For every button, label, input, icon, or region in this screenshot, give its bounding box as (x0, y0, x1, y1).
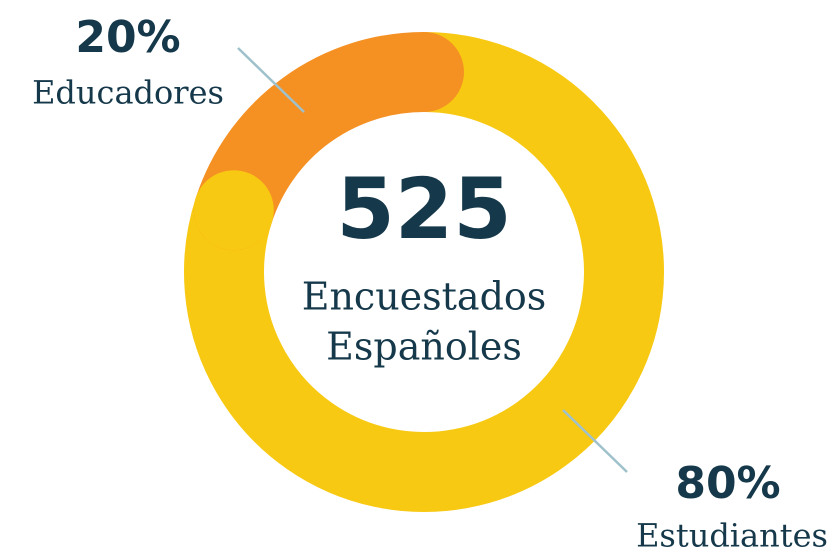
category-label: Educadores (32, 74, 224, 112)
center-label: Encuestados (302, 275, 547, 319)
arc-cap (193, 170, 274, 251)
donut-segment (184, 32, 664, 512)
category-label: Estudiantes (636, 517, 828, 555)
donut (184, 32, 664, 512)
total: 525 (336, 160, 511, 258)
center-label: Españoles (326, 325, 522, 369)
value-label: 20% (75, 12, 180, 63)
value-label: 80% (675, 458, 780, 509)
leader-line (562, 409, 628, 473)
leader-line (237, 47, 305, 113)
